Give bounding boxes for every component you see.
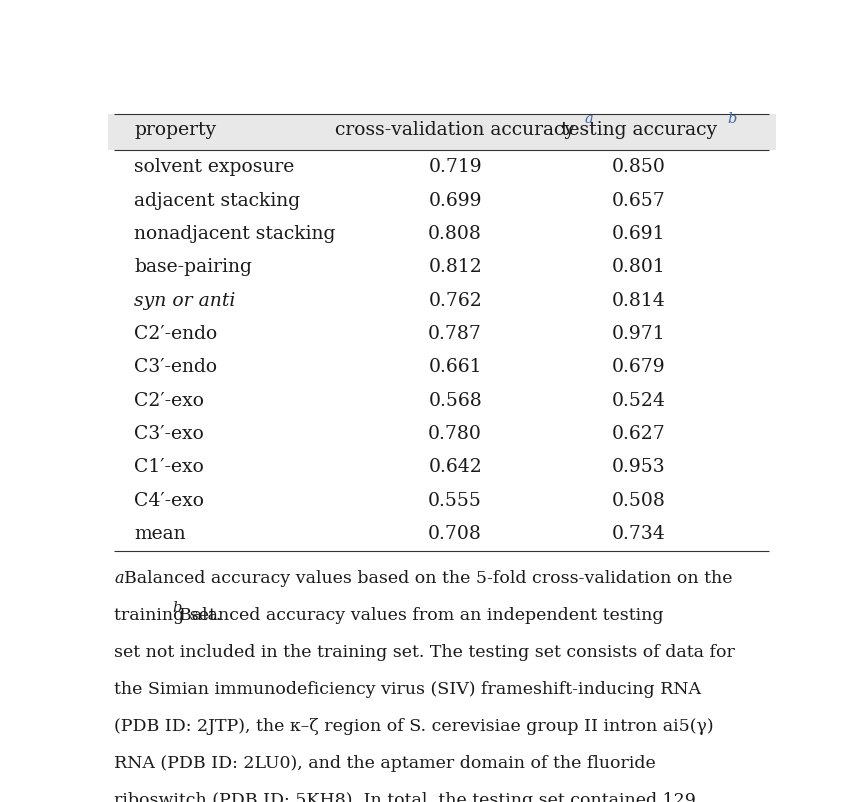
Text: 0.679: 0.679 bbox=[611, 358, 665, 376]
Text: 0.555: 0.555 bbox=[428, 492, 481, 510]
Text: 0.568: 0.568 bbox=[428, 391, 481, 410]
Text: C3′-exo: C3′-exo bbox=[134, 425, 204, 443]
FancyBboxPatch shape bbox=[108, 114, 775, 150]
Text: 0.661: 0.661 bbox=[428, 358, 481, 376]
Text: 0.657: 0.657 bbox=[611, 192, 665, 209]
Text: 0.524: 0.524 bbox=[611, 391, 665, 410]
Text: property: property bbox=[134, 121, 216, 140]
Text: 0.734: 0.734 bbox=[611, 525, 665, 543]
Text: training set.: training set. bbox=[115, 607, 227, 624]
Text: 0.699: 0.699 bbox=[428, 192, 481, 209]
Text: 0.719: 0.719 bbox=[428, 158, 481, 176]
Text: 0.508: 0.508 bbox=[611, 492, 665, 510]
Text: 0.642: 0.642 bbox=[428, 459, 481, 476]
Text: testing accuracy: testing accuracy bbox=[561, 121, 716, 140]
Text: adjacent stacking: adjacent stacking bbox=[134, 192, 300, 209]
Text: C3′-endo: C3′-endo bbox=[134, 358, 217, 376]
Text: riboswitch (PDB ID: 5KH8). In total, the testing set contained 129: riboswitch (PDB ID: 5KH8). In total, the… bbox=[115, 792, 696, 802]
Text: RNA (PDB ID: 2LU0), and the aptamer domain of the fluoride: RNA (PDB ID: 2LU0), and the aptamer doma… bbox=[115, 755, 655, 772]
Text: b: b bbox=[727, 112, 736, 126]
Text: (PDB ID: 2JTP), the κ–ζ region of S. cerevisiae group II intron ai5(γ): (PDB ID: 2JTP), the κ–ζ region of S. cer… bbox=[115, 719, 713, 735]
Text: 0.808: 0.808 bbox=[428, 225, 481, 243]
Text: 0.801: 0.801 bbox=[611, 258, 665, 277]
Text: 0.812: 0.812 bbox=[428, 258, 481, 277]
Text: C4′-exo: C4′-exo bbox=[134, 492, 204, 510]
Text: 0.780: 0.780 bbox=[428, 425, 481, 443]
Text: solvent exposure: solvent exposure bbox=[134, 158, 294, 176]
Text: C2′-exo: C2′-exo bbox=[134, 391, 204, 410]
Text: 0.850: 0.850 bbox=[611, 158, 665, 176]
Text: C1′-exo: C1′-exo bbox=[134, 459, 204, 476]
Text: 0.787: 0.787 bbox=[428, 325, 481, 343]
Text: set not included in the training set. The testing set consists of data for: set not included in the training set. Th… bbox=[115, 644, 734, 661]
Text: 0.971: 0.971 bbox=[611, 325, 665, 343]
Text: b: b bbox=[171, 602, 181, 615]
Text: syn or anti: syn or anti bbox=[134, 292, 236, 310]
Text: a: a bbox=[115, 570, 124, 587]
Text: 0.708: 0.708 bbox=[428, 525, 481, 543]
Text: 0.953: 0.953 bbox=[611, 459, 665, 476]
Text: mean: mean bbox=[134, 525, 186, 543]
Text: a: a bbox=[584, 112, 592, 126]
Text: base-pairing: base-pairing bbox=[134, 258, 252, 277]
Text: Balanced accuracy values based on the 5-fold cross-validation on the: Balanced accuracy values based on the 5-… bbox=[124, 570, 732, 587]
Text: 0.814: 0.814 bbox=[611, 292, 665, 310]
Text: cross-validation accuracy: cross-validation accuracy bbox=[335, 121, 574, 140]
Text: Balanced accuracy values from an independent testing: Balanced accuracy values from an indepen… bbox=[178, 607, 662, 624]
Text: 0.691: 0.691 bbox=[611, 225, 665, 243]
Text: 0.627: 0.627 bbox=[611, 425, 665, 443]
Text: nonadjacent stacking: nonadjacent stacking bbox=[134, 225, 336, 243]
Text: the Simian immunodeficiency virus (SIV) frameshift-inducing RNA: the Simian immunodeficiency virus (SIV) … bbox=[115, 681, 701, 699]
Text: 0.762: 0.762 bbox=[428, 292, 481, 310]
Text: C2′-endo: C2′-endo bbox=[134, 325, 218, 343]
